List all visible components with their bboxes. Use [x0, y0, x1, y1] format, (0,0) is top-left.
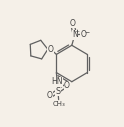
Text: HN: HN — [51, 77, 63, 86]
Text: O: O — [70, 19, 76, 28]
Text: CH₃: CH₃ — [52, 101, 65, 107]
Text: O: O — [48, 45, 53, 54]
Text: O: O — [47, 91, 53, 100]
Text: S: S — [55, 87, 61, 96]
Text: −: − — [85, 29, 90, 34]
Text: O: O — [81, 30, 87, 39]
Text: O: O — [64, 81, 70, 90]
Text: N: N — [72, 30, 78, 39]
Text: +: + — [75, 29, 80, 34]
